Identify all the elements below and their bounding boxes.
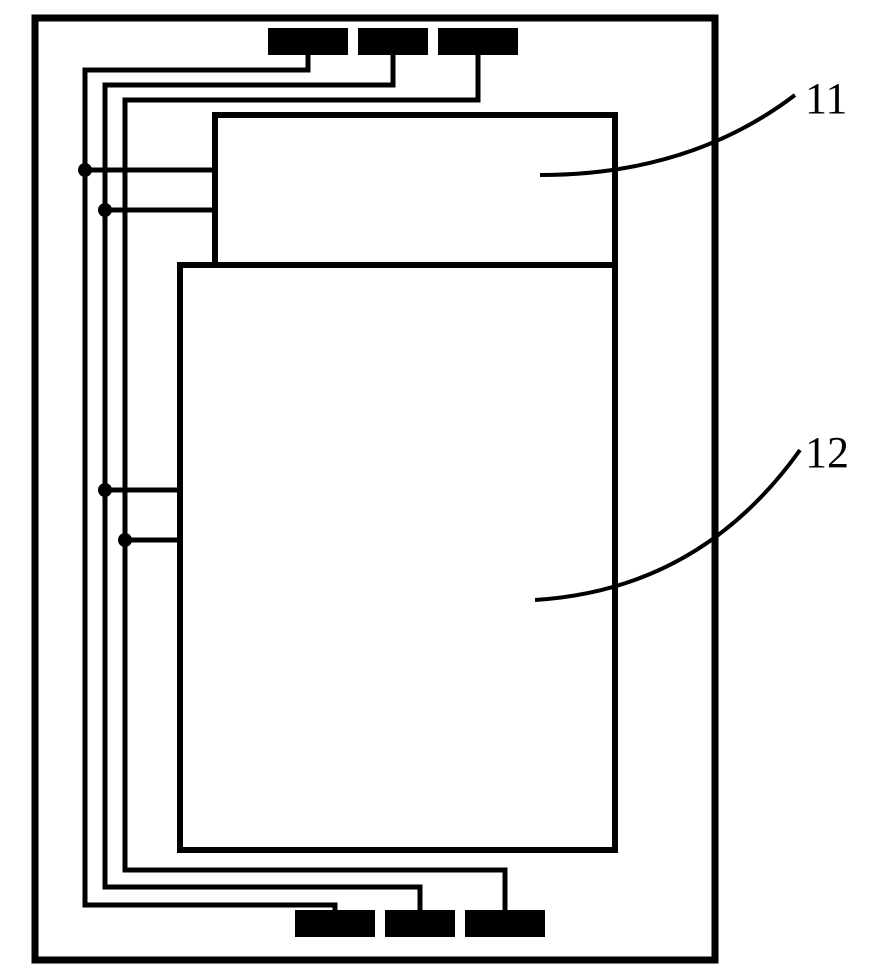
terminal-top-2 xyxy=(438,28,518,55)
box-lower xyxy=(180,265,615,850)
callout-label-12: 12 xyxy=(805,427,849,478)
schematic-svg xyxy=(0,0,889,978)
terminal-bottom-2 xyxy=(465,910,545,937)
terminal-bottom-1 xyxy=(385,910,455,937)
terminal-bottom-0 xyxy=(295,910,375,937)
junction-dot-3 xyxy=(118,533,132,547)
box-upper xyxy=(215,115,615,265)
junction-dot-0 xyxy=(78,163,92,177)
junction-dot-1 xyxy=(98,203,112,217)
terminal-top-0 xyxy=(268,28,348,55)
diagram-container: 11 12 xyxy=(0,0,889,978)
terminal-top-1 xyxy=(358,28,428,55)
junction-dot-2 xyxy=(98,483,112,497)
callout-label-11: 11 xyxy=(805,73,847,124)
